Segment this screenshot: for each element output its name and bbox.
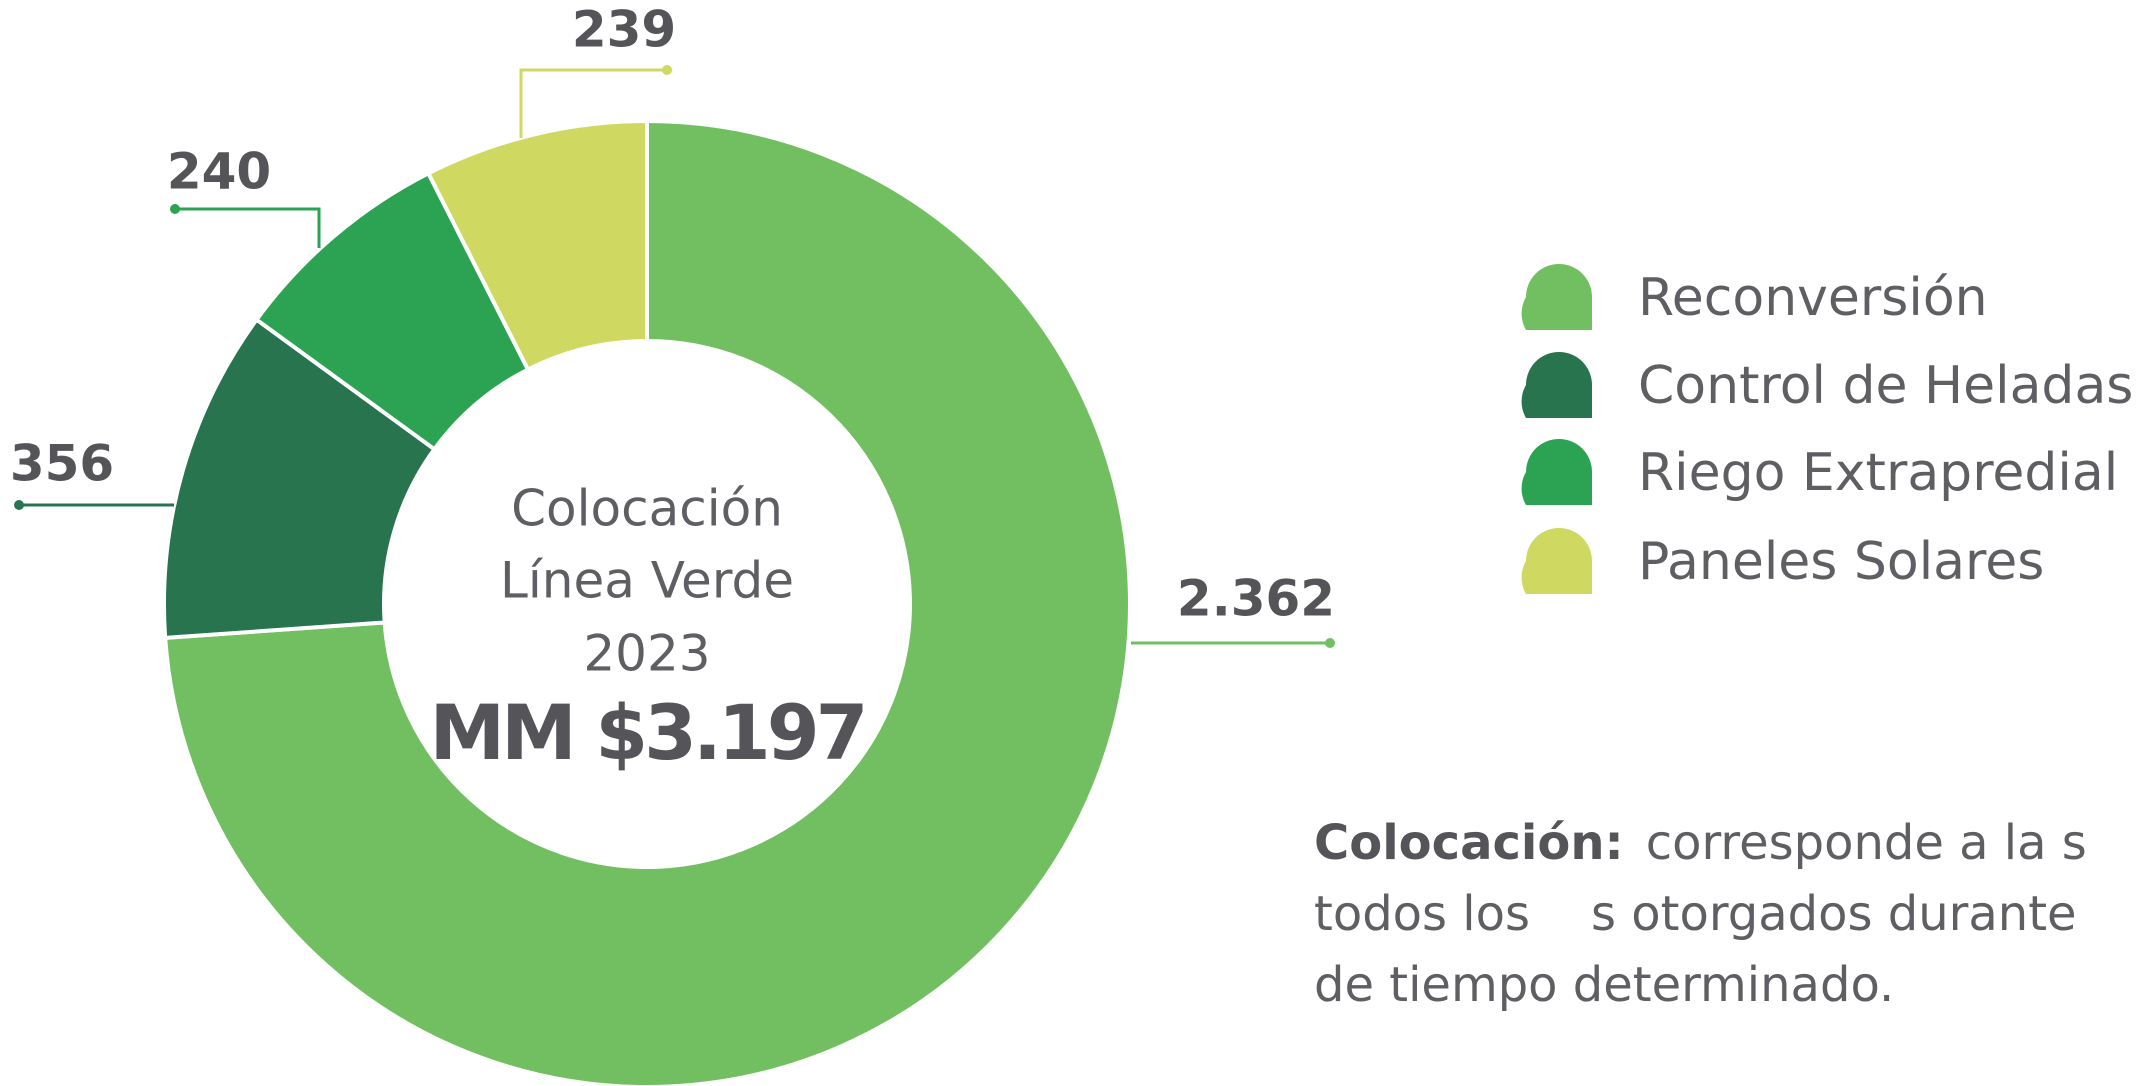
note-text: corresponde a la s xyxy=(1646,815,2087,871)
center-total: MM $3.197 xyxy=(430,688,865,777)
center-text: 2023 xyxy=(583,625,710,683)
legend-label: Control de Heladas xyxy=(1638,356,2133,416)
legend-marker xyxy=(1521,439,1592,505)
leader-line xyxy=(519,68,667,138)
donut-slice xyxy=(162,316,438,641)
leader-dot xyxy=(662,65,672,75)
leader-dot xyxy=(170,204,180,214)
center-text: Línea Verde xyxy=(500,552,794,610)
note-term: Colocación: xyxy=(1314,815,1624,871)
donut xyxy=(162,118,1132,1086)
data-label: 239 xyxy=(572,1,676,59)
leader-dot xyxy=(1325,638,1335,648)
legend-marker xyxy=(1521,264,1592,330)
data-label: 356 xyxy=(10,435,114,493)
legend-label: Paneles Solares xyxy=(1638,532,2044,592)
note-line: Colocación: corresponde a la s xyxy=(1314,815,2087,871)
legend-label: Riego Extrapredial xyxy=(1638,443,2118,503)
note-line: todos los s otorgados durante xyxy=(1314,886,2077,942)
leader-dot xyxy=(14,500,24,510)
legend-marker xyxy=(1521,528,1592,594)
legend-marker xyxy=(1521,352,1592,418)
leader-line xyxy=(175,207,321,248)
note-line: de tiempo determinado. xyxy=(1314,957,1894,1013)
center-text: Colocación xyxy=(511,480,783,538)
data-label: 2.362 xyxy=(1177,570,1335,628)
legend-label: Reconversión xyxy=(1638,268,1988,328)
donut-slice xyxy=(425,118,649,373)
data-label: 240 xyxy=(167,143,271,201)
donut-slice xyxy=(163,118,1132,1086)
